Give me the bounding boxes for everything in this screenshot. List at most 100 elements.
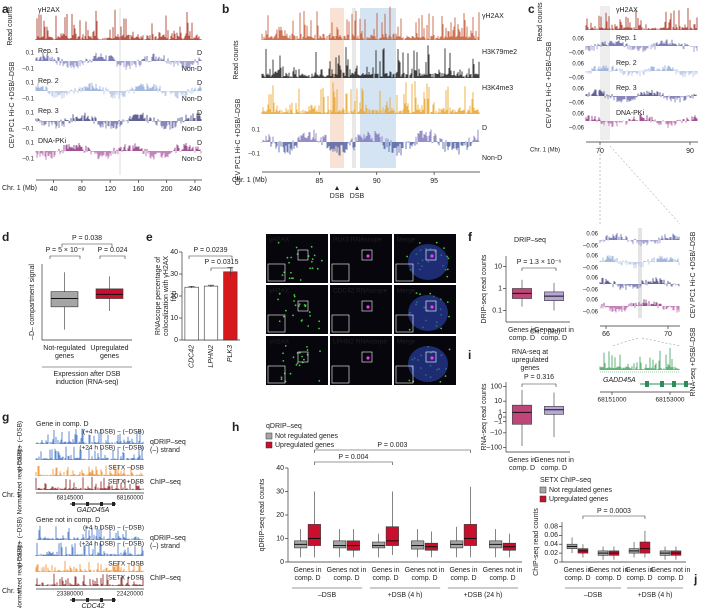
hic-track — [602, 233, 680, 240]
p-bracket — [188, 255, 233, 259]
axis-title: Normalized read counts — [17, 445, 24, 514]
legend-label: Upregulated genes — [549, 496, 609, 503]
legend-swatch — [265, 432, 273, 440]
tick-label: 85 — [315, 178, 323, 185]
tick-label: 0.06 — [572, 112, 584, 118]
tick-label: 0.1 — [26, 51, 35, 57]
track-label: Rep. 3 — [616, 85, 637, 92]
box — [95, 288, 124, 299]
box — [411, 540, 425, 550]
p-bracket — [49, 255, 81, 259]
x-tick-label: LPHN2 — [208, 345, 215, 368]
focus — [278, 292, 281, 295]
focus — [289, 372, 292, 375]
track-label: D — [197, 140, 202, 147]
tick-label: 0.06 — [586, 254, 598, 260]
focus — [306, 346, 308, 348]
group-label: +DSB (4 h) — [388, 592, 423, 599]
channel-label: PLK3 RNAscope — [333, 237, 382, 244]
exon — [100, 598, 103, 602]
y-tick-label: 0.04 — [544, 541, 558, 548]
y-tick-label: 0 — [280, 559, 284, 566]
tick-label: 120 — [104, 186, 116, 193]
chart-title: qDRIP–seq — [266, 423, 302, 430]
tick-label: –0.06 — [583, 310, 599, 316]
focus — [448, 348, 451, 351]
inset — [395, 263, 414, 282]
focus — [406, 255, 408, 258]
track-label: Rep. 3 — [38, 108, 59, 115]
focus — [309, 314, 311, 317]
track-label: Rep. 1 — [38, 48, 59, 55]
axis-title: (+DSB) − (–DSB) — [17, 421, 24, 471]
focus — [286, 256, 289, 259]
focus — [446, 275, 449, 278]
inset — [331, 365, 350, 384]
y-tick-label: 0 — [174, 337, 178, 344]
focus — [281, 274, 284, 277]
rna-dot — [430, 254, 434, 258]
x-tick-label: Genes in comp. D — [508, 327, 536, 342]
focus — [446, 268, 449, 271]
track-label: H3K79me2 — [482, 49, 517, 56]
hic-track — [262, 129, 480, 142]
signal-track — [35, 428, 144, 444]
y-tick-label: 0 — [554, 559, 558, 566]
error-bar — [188, 286, 195, 289]
track-label: H3K4me3 — [482, 85, 513, 92]
box — [385, 526, 399, 546]
box — [463, 524, 477, 546]
tick-label: 68145000 — [57, 496, 84, 502]
x-tick-label: Upregulated genes — [90, 345, 128, 360]
focus — [318, 379, 321, 382]
highlight — [330, 8, 344, 168]
nucleus — [408, 244, 448, 280]
focus — [319, 350, 321, 353]
hic-track — [590, 39, 690, 46]
micrograph — [330, 285, 392, 334]
y-tick-label: 40 — [170, 249, 178, 256]
tick-label: 0.1 — [26, 81, 35, 87]
panel-letter: a — [2, 2, 9, 16]
channel-label: Merge — [397, 288, 416, 295]
signal-track — [261, 81, 480, 114]
focus — [309, 267, 312, 270]
tick-label: –0.06 — [569, 51, 585, 57]
panel-letter: c — [528, 2, 535, 16]
x-tick-label: PLK3 — [227, 345, 234, 362]
track-label: (+24 h DSB) − (–DSB) — [79, 541, 144, 548]
focus — [306, 349, 309, 351]
track-label: Rep. 1 — [616, 35, 637, 42]
y-tick-label: 30 — [276, 488, 284, 495]
panel-letter: h — [232, 420, 239, 434]
focus — [288, 261, 290, 264]
exon — [684, 381, 688, 387]
y-tick-label: 0 — [498, 414, 502, 421]
x-tick-label: Genes not in comp. D — [483, 567, 523, 582]
track-label: SETX –DSB — [108, 561, 144, 568]
signal-track — [599, 348, 680, 370]
y-tick-label: 100 — [490, 383, 502, 390]
hic-track — [599, 277, 676, 284]
axis-title: RNA-seq +DSB/–DSB — [690, 327, 697, 396]
focus — [443, 247, 445, 250]
focus — [299, 279, 302, 281]
focus — [298, 364, 301, 367]
signal-track — [261, 45, 480, 78]
gene-label: GADD45A — [77, 507, 110, 514]
focus — [285, 309, 287, 312]
focus — [415, 292, 418, 295]
focus — [311, 267, 314, 270]
signal-track — [35, 9, 202, 40]
exon — [112, 502, 115, 506]
y-axis-title: qDRIP-seq read counts — [259, 478, 266, 551]
rna-dot — [366, 254, 370, 258]
group-label: –DSB — [584, 592, 603, 599]
x-tick-label: Genes in comp. D — [625, 567, 653, 582]
p-value: P = 0.316 — [524, 374, 554, 381]
x-tick-label: Not-regulated genes — [43, 345, 86, 360]
track-label: SETX +DSB — [108, 575, 144, 582]
track-label: Non-D — [182, 156, 202, 163]
track-label: Non-D — [182, 126, 202, 133]
tick-label: 0.06 — [586, 232, 598, 238]
